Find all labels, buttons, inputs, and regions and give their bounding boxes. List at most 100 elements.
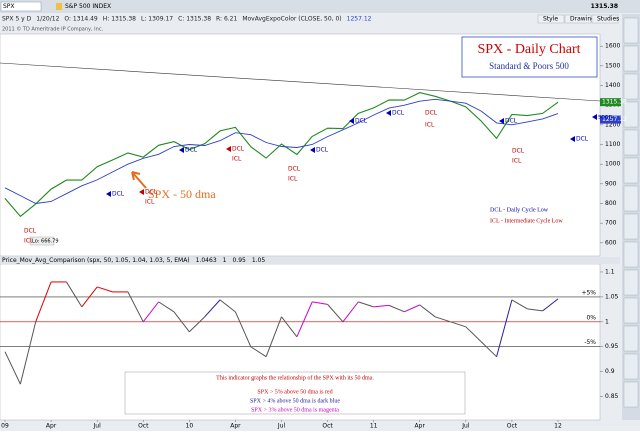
annotation: DCL bbox=[425, 110, 438, 117]
sidebar-tab[interactable] bbox=[623, 17, 639, 44]
indicator-readout: 1 bbox=[223, 257, 227, 264]
title-box bbox=[461, 36, 598, 78]
toolbar-button-label: Style bbox=[543, 16, 558, 23]
low-box bbox=[29, 236, 55, 246]
annotation-arrow bbox=[310, 147, 315, 153]
sidebar-tab[interactable] bbox=[623, 45, 639, 72]
indicator-segment bbox=[19, 321, 37, 385]
icon bbox=[56, 3, 62, 10]
y-tick-label: 1600 bbox=[605, 43, 620, 50]
y-tick-label: 0.95 bbox=[605, 343, 619, 350]
x-tick-label: 11 bbox=[370, 423, 378, 430]
status-field: SPX 5 y D bbox=[2, 16, 32, 23]
last-value-box bbox=[600, 98, 621, 107]
sidebar-tab[interactable] bbox=[623, 73, 639, 100]
y-tick-label: 1400 bbox=[605, 82, 620, 89]
trend-line bbox=[0, 62, 601, 102]
status-field: L: 1309.17 bbox=[141, 16, 173, 23]
toolbar-button[interactable] bbox=[564, 14, 592, 24]
indicator-segment bbox=[358, 301, 374, 308]
indicator-segment bbox=[281, 316, 298, 338]
annotation: ICL bbox=[24, 238, 34, 245]
toolbar-button-label: Studies bbox=[597, 16, 619, 23]
y-tick-label: 0.85 bbox=[605, 393, 619, 400]
sidebar-tab[interactable] bbox=[623, 381, 639, 408]
sidebar-tab[interactable] bbox=[623, 353, 639, 380]
x-tick-label: Oct bbox=[507, 423, 518, 430]
x-tick-label: 09 bbox=[1, 423, 9, 430]
toolbar-button[interactable] bbox=[537, 14, 565, 24]
indicator-segment bbox=[434, 316, 451, 323]
indicator-segment bbox=[35, 281, 52, 322]
y-tick-label: 800 bbox=[605, 200, 617, 207]
notes-box bbox=[124, 371, 466, 415]
x-tick-label: 10 bbox=[186, 423, 194, 430]
x-tick-label: 12 bbox=[554, 423, 562, 430]
indicator-segment bbox=[234, 311, 252, 347]
annotation: ICL bbox=[288, 176, 298, 183]
indicator-segment bbox=[127, 291, 144, 323]
annotation-arrow bbox=[179, 147, 184, 153]
indicator-segment bbox=[265, 316, 282, 357]
x-tick-label: Apr bbox=[230, 423, 241, 430]
reference-label: 0% bbox=[586, 314, 596, 321]
indicator-segment bbox=[465, 326, 482, 343]
indicator-segment bbox=[173, 311, 190, 333]
annotation: DCL bbox=[355, 118, 368, 125]
status-field: 1257.12 bbox=[347, 16, 372, 23]
x-tick-label: Apr bbox=[415, 423, 426, 430]
indicator-readout: 0.95 bbox=[232, 257, 246, 264]
sidebar-tab[interactable] bbox=[623, 297, 639, 324]
y-tick-label: 0.9 bbox=[605, 368, 615, 375]
y-tick-label: 1.05 bbox=[605, 293, 619, 300]
annotation: DCL bbox=[288, 166, 301, 173]
instrument-name: S&P 500 INDEX bbox=[65, 3, 111, 10]
copyright: 2011 © TD Ameritrade IP Company, Inc. bbox=[2, 26, 104, 33]
annotation: DCL bbox=[185, 147, 198, 154]
indicator-segment bbox=[496, 299, 513, 357]
y-tick-label: 600 bbox=[605, 239, 617, 246]
symbol-input[interactable] bbox=[0, 1, 42, 12]
key-entry: DCL - Daily Cycle Low bbox=[490, 207, 549, 213]
indicator-segment bbox=[388, 304, 405, 313]
sidebar-tab[interactable] bbox=[623, 213, 639, 240]
note: SPX > 5% above 50 dma is red bbox=[257, 389, 332, 395]
indicator-readout: 1.05 bbox=[252, 257, 266, 264]
indicator-segment bbox=[404, 304, 420, 313]
sidebar-tab[interactable] bbox=[623, 185, 639, 212]
indicator-segment bbox=[66, 281, 83, 308]
x-tick-label: Jul bbox=[277, 423, 286, 430]
sidebar-tab[interactable] bbox=[623, 129, 639, 156]
indicator-segment bbox=[327, 304, 344, 323]
y-tick-label: 700 bbox=[605, 220, 617, 227]
arrow-label: SPX - 50 dma bbox=[148, 187, 216, 201]
price-line bbox=[4, 92, 559, 218]
toolbar-button[interactable] bbox=[591, 14, 619, 24]
annotation: ICL bbox=[232, 156, 242, 163]
indicator-segment bbox=[219, 299, 236, 313]
annotation: DCL bbox=[316, 147, 329, 154]
indicator-segment bbox=[527, 308, 543, 312]
note: SPX > 3% above 50 dma is magenta bbox=[251, 407, 339, 413]
indicator-title: Price_Mov_Avg_Comparison (spx, 50, 1.05,… bbox=[2, 257, 190, 264]
annotation: DCL bbox=[392, 110, 405, 117]
last-value-label: 1257.12 bbox=[602, 116, 627, 123]
sidebar-tab[interactable] bbox=[623, 325, 639, 352]
annotation: DCL bbox=[512, 148, 525, 155]
indicator-segment bbox=[97, 286, 113, 293]
annotation: DCL bbox=[576, 136, 589, 143]
indicator-segment bbox=[296, 301, 313, 337]
y-tick-label: 1 bbox=[605, 318, 609, 325]
indicator-segment bbox=[250, 346, 267, 358]
sidebar-tab[interactable] bbox=[623, 241, 639, 268]
sidebar-tab[interactable] bbox=[623, 157, 639, 184]
sidebar-tab[interactable] bbox=[623, 101, 639, 128]
indicator-segment bbox=[511, 299, 528, 310]
status-field: R: 6.21 bbox=[216, 16, 237, 23]
indicator-segment bbox=[342, 301, 359, 323]
status-field: O: 1314.49 bbox=[64, 16, 98, 23]
indicator-segment bbox=[542, 298, 559, 312]
key-entry: ICL - Intermediate Cycle Low bbox=[490, 218, 563, 224]
sidebar-tab[interactable] bbox=[623, 269, 639, 296]
